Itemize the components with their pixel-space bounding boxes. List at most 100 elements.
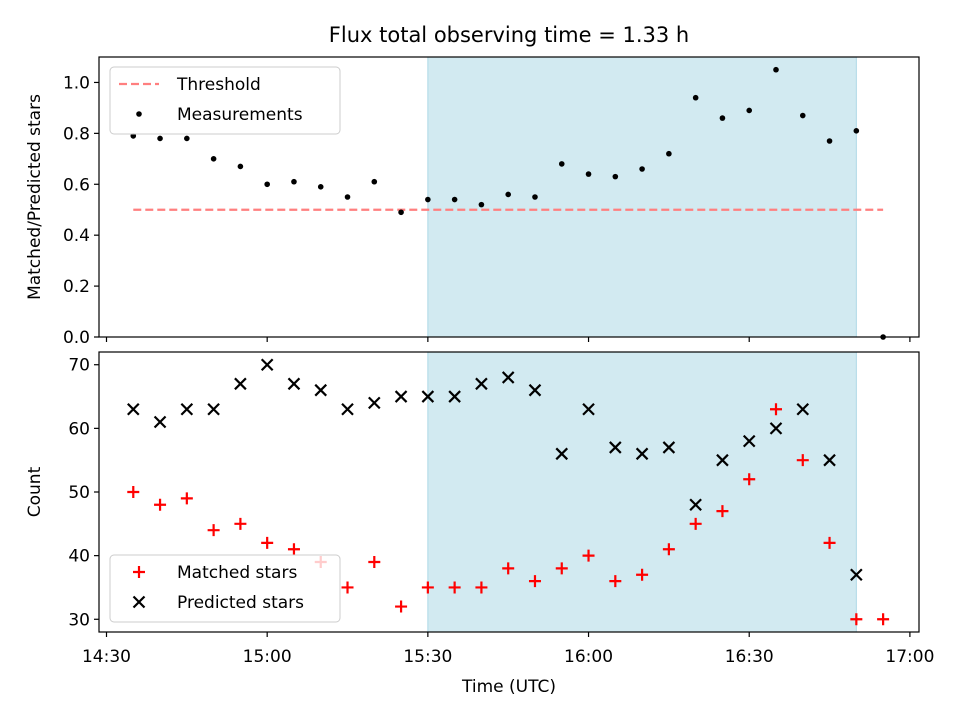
measurement-point xyxy=(558,161,565,167)
y-tick-label: 0.8 xyxy=(63,124,90,144)
matched-star-point xyxy=(154,498,167,511)
measurement-point xyxy=(746,107,753,114)
predicted-star-point xyxy=(716,453,729,467)
predicted-star-point xyxy=(609,441,622,454)
matched-star-point xyxy=(502,562,515,575)
matched-star-point xyxy=(448,581,461,594)
predicted-star-point xyxy=(528,383,542,397)
x-tick-label: 17:00 xyxy=(885,647,934,667)
measurement-point xyxy=(237,163,244,170)
predicted-star-point xyxy=(394,390,408,403)
measurement-point xyxy=(612,173,619,180)
y-tick-label: 0.2 xyxy=(63,277,90,297)
matched-star-point xyxy=(850,613,863,626)
legend: Matched stars Predicted stars xyxy=(109,554,341,623)
measurement-point xyxy=(210,156,217,162)
measurement-point xyxy=(451,196,458,203)
x-tick-label: 15:00 xyxy=(243,647,292,667)
predicted-star-point xyxy=(689,498,702,512)
legend-label: Threshold xyxy=(176,75,261,95)
predicted-star-point xyxy=(635,447,649,461)
predicted-star-point xyxy=(341,402,354,416)
predicted-star-point xyxy=(234,377,247,391)
predicted-star-point xyxy=(850,568,863,582)
measurement-point xyxy=(184,135,190,142)
measurement-point xyxy=(853,128,860,134)
matched-star-point xyxy=(877,613,890,626)
predicted-star-point xyxy=(662,441,676,454)
matched-star-point xyxy=(609,575,622,588)
predicted-star-point xyxy=(582,402,595,416)
predicted-star-point xyxy=(475,377,488,391)
predicted-star-point xyxy=(153,415,167,429)
matched-star-point xyxy=(368,556,381,568)
legend-label: Matched stars xyxy=(177,563,297,583)
y-axis-label: Count xyxy=(25,466,45,517)
predicted-star-point xyxy=(368,396,381,410)
matched-star-point xyxy=(769,403,782,416)
predicted-star-point xyxy=(287,377,301,391)
measurement-point xyxy=(826,138,833,144)
matched-star-point xyxy=(207,524,220,537)
measurement-point xyxy=(478,201,485,208)
matched-star-point xyxy=(743,473,756,486)
y-axis-label: Matched/Predicted stars xyxy=(25,94,45,300)
matched-star-point xyxy=(582,549,595,562)
measurement-point xyxy=(799,112,806,119)
predicted-star-point xyxy=(555,447,569,461)
y-tick-label: 0.4 xyxy=(63,226,90,246)
measurement-point xyxy=(719,115,726,121)
legend-label: Predicted stars xyxy=(177,593,304,613)
matched-star-point xyxy=(716,505,729,518)
matched-star-point xyxy=(555,562,568,575)
matched-star-point xyxy=(261,536,274,549)
predicted-star-point xyxy=(421,390,435,403)
matched-star-point xyxy=(234,517,247,530)
y-tick-label: 0.6 xyxy=(63,175,90,195)
x-tick-label: 14:30 xyxy=(82,647,131,667)
matched-star-point xyxy=(636,568,649,581)
matched-star-point xyxy=(475,581,488,594)
matched-star-point xyxy=(528,575,541,588)
measurement-point xyxy=(130,133,137,139)
predicted-star-point xyxy=(769,422,783,435)
predicted-star-point xyxy=(180,402,194,416)
measurement-point xyxy=(639,166,645,172)
measurement-point xyxy=(317,184,324,190)
measurement-point xyxy=(291,178,297,185)
matched-star-point xyxy=(180,492,193,505)
bottom-panel: 30 40 50 60 70 14:30 15:00 15:30 16:00 16:30 17:00… xyxy=(25,351,934,697)
predicted-star-point xyxy=(260,358,274,372)
matched-star-point xyxy=(127,486,140,498)
series-matched-stars xyxy=(127,403,890,626)
measurement-point xyxy=(585,171,592,177)
predicted-star-point xyxy=(742,434,756,448)
measurement-point xyxy=(264,181,270,188)
series-predicted-stars xyxy=(127,358,863,582)
predicted-star-point xyxy=(314,383,328,397)
measurement-point xyxy=(344,194,351,200)
legend-matched-swatch xyxy=(133,566,145,578)
matched-star-point xyxy=(395,600,408,613)
series-measurements xyxy=(130,66,886,340)
legend-predicted-swatch xyxy=(132,595,146,609)
matched-star-point xyxy=(341,581,354,594)
predicted-star-point xyxy=(207,402,220,416)
measurement-point xyxy=(371,178,378,185)
y-tick-label: 0.0 xyxy=(63,328,90,348)
predicted-star-point xyxy=(448,390,461,403)
measurement-point xyxy=(532,194,538,200)
matched-star-point xyxy=(796,454,809,467)
predicted-star-point xyxy=(823,453,836,467)
measurement-point xyxy=(425,196,431,203)
measurement-point xyxy=(157,135,163,142)
y-tick-label: 60 xyxy=(68,419,90,439)
matched-star-point xyxy=(662,543,675,556)
legend-label: Measurements xyxy=(177,105,303,125)
predicted-star-point xyxy=(127,402,140,416)
x-axis-label: Time (UTC) xyxy=(461,677,556,697)
legend: Threshold Measurements xyxy=(109,66,341,135)
measurement-point xyxy=(773,66,779,73)
predicted-star-point xyxy=(796,402,810,416)
legend-measurement-swatch xyxy=(136,111,142,117)
